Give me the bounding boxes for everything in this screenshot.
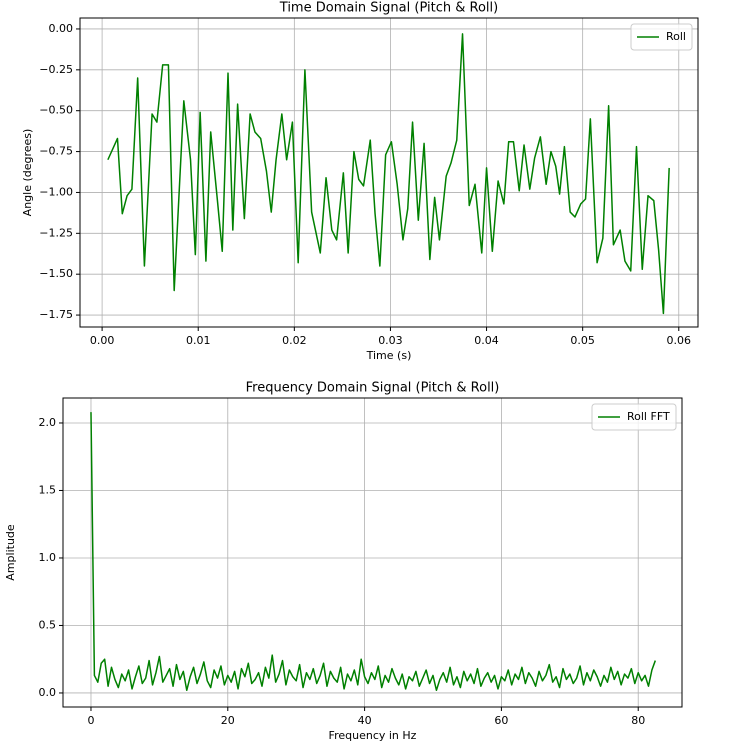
- plot-frame: [62, 397, 683, 708]
- y-tick-label: 1.5: [39, 483, 57, 496]
- y-tick-label: 0.0: [39, 686, 57, 699]
- y-tick-label: −0.50: [39, 104, 73, 117]
- x-tick-label: 0.05: [570, 334, 595, 347]
- legend-label: Roll FFT: [627, 410, 670, 423]
- legend-box: [591, 403, 677, 431]
- x-tick-label: 0.02: [282, 334, 307, 347]
- x-tick-label: 20: [221, 714, 235, 727]
- y-tick-label: 0.5: [39, 618, 57, 631]
- x-tick-label: 0.01: [186, 334, 211, 347]
- legend-box: [630, 23, 693, 51]
- y-tick-label: 2.0: [39, 416, 57, 429]
- x-tick-label: 0.04: [474, 334, 499, 347]
- x-tick-label: 40: [358, 714, 372, 727]
- x-tick-label: 0.03: [378, 334, 403, 347]
- y-axis-label: Angle (degrees): [21, 129, 34, 217]
- y-tick-label: −1.75: [39, 308, 73, 321]
- y-tick-label: −0.75: [39, 145, 73, 158]
- x-tick-label: 0.00: [90, 334, 115, 347]
- chart-title: Frequency Domain Signal (Pitch & Roll): [246, 381, 500, 396]
- x-tick-label: 60: [494, 714, 508, 727]
- x-axis-label: Frequency in Hz: [329, 729, 417, 742]
- y-tick-label: −1.50: [39, 267, 73, 280]
- y-tick-label: −0.25: [39, 63, 73, 76]
- data-line: [90, 412, 657, 692]
- chart-title: Time Domain Signal (Pitch & Roll): [279, 1, 498, 16]
- data-line: [107, 33, 670, 315]
- y-tick-label: −1.00: [39, 185, 73, 198]
- plot-frame: [79, 17, 699, 328]
- legend-label: Roll: [666, 30, 686, 43]
- x-tick-label: 0.06: [667, 334, 692, 347]
- y-tick-label: 0.00: [49, 22, 74, 35]
- x-tick-label: 0: [87, 714, 94, 727]
- y-axis-label: Amplitude: [4, 524, 17, 581]
- x-axis-label: Time (s): [366, 349, 412, 362]
- y-tick-label: 1.0: [39, 551, 57, 564]
- x-tick-label: 80: [631, 714, 645, 727]
- y-tick-label: −1.25: [39, 226, 73, 239]
